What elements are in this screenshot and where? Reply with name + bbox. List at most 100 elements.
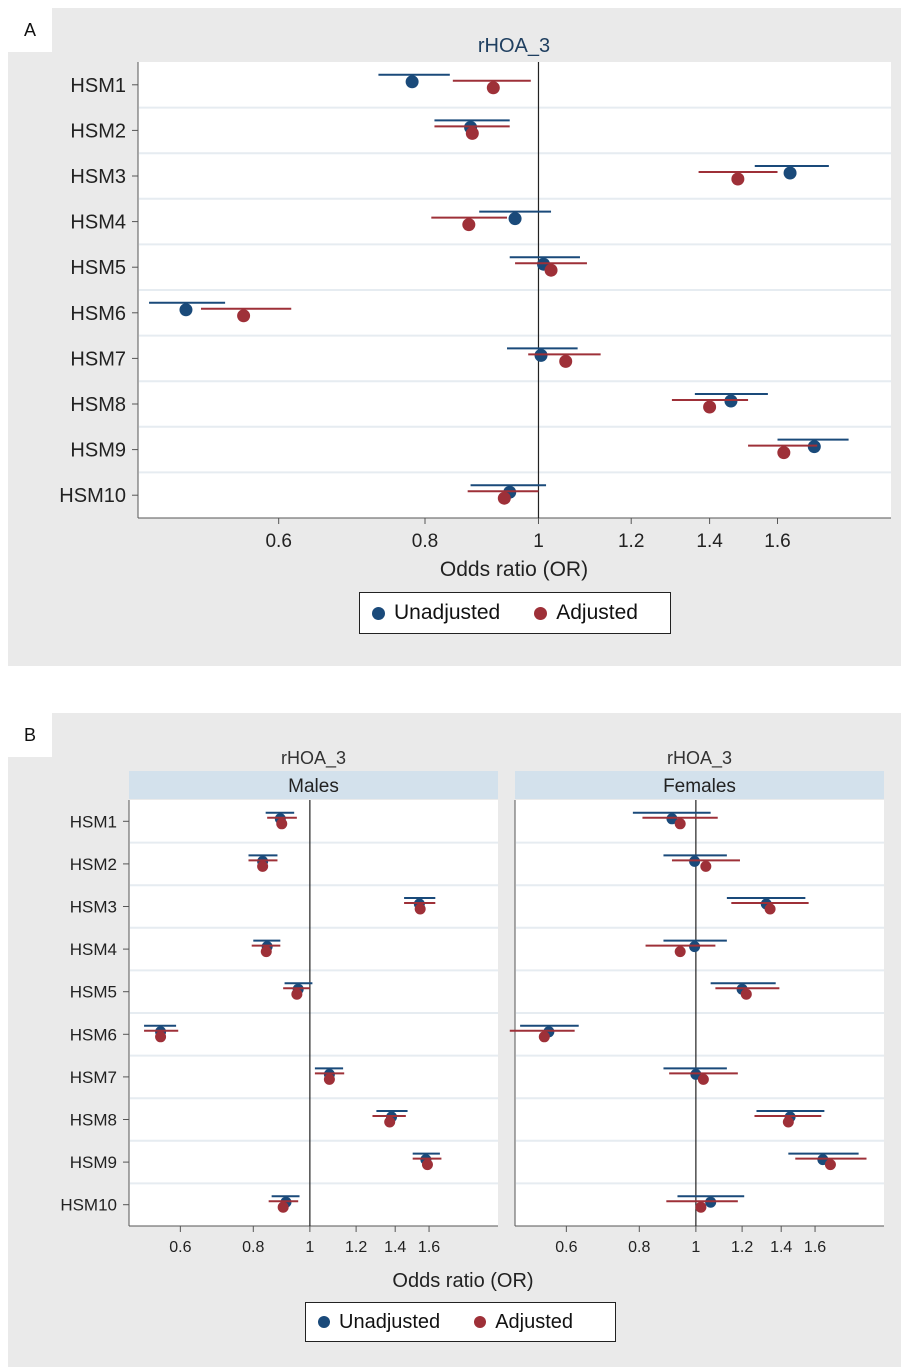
chart-b-males-point-adjusted: [260, 946, 272, 958]
chart-a-point-adjusted: [777, 446, 791, 460]
chart-a-point-adjusted: [559, 354, 573, 368]
chart-b-males-point-adjusted: [277, 1201, 289, 1213]
chart-a-point-adjusted: [462, 218, 476, 232]
chart-a-category-label: HSM6: [70, 303, 126, 325]
chart-a-category-label: HSM4: [70, 212, 126, 234]
chart-a-category-label: HSM7: [70, 348, 126, 370]
legend-marker-unadjusted: [318, 1316, 330, 1328]
chart-b-females-point-adjusted: [674, 818, 686, 830]
chart-b-females-x-tick-label: 1.4: [770, 1239, 792, 1256]
chart-a-xlabel: Odds ratio (OR): [440, 558, 588, 581]
chart-b-females-point-unadjusted: [689, 855, 701, 867]
chart-b-males-category-label: HSM7: [70, 1068, 117, 1087]
chart-b-females-point-adjusted: [740, 988, 752, 1000]
chart-a-point-adjusted: [544, 263, 558, 277]
chart-b-males-category-label: HSM6: [70, 1025, 117, 1044]
legend-item-adjusted: Adjusted: [474, 1311, 573, 1334]
chart-a-category-label: HSM8: [70, 394, 126, 416]
chart-b-females-x-tick-label: 1: [691, 1239, 700, 1256]
chart-b-females-point-adjusted: [538, 1031, 550, 1043]
chart-b-males-point-adjusted: [323, 1073, 335, 1085]
chart-b-males-category-label: HSM3: [70, 897, 117, 916]
chart-b-males-x-tick-label: 1.4: [384, 1239, 406, 1256]
chart-a-point-unadjusted: [405, 75, 419, 89]
chart-b-females-point-adjusted: [697, 1073, 709, 1085]
legend-marker-unadjusted: [372, 606, 385, 620]
panel-letter-a: A: [8, 8, 52, 52]
chart-a-x-tick-label: 0.8: [412, 531, 438, 552]
chart-b-males-point-adjusted: [384, 1116, 396, 1128]
chart-b-females-x-tick-label: 0.6: [555, 1239, 577, 1256]
chart-b-males-point-adjusted: [155, 1031, 167, 1043]
chart-b-males-x-tick-label: 0.8: [242, 1239, 264, 1256]
chart-a-x-tick-label: 1.2: [618, 531, 644, 552]
chart-b-males-point-adjusted: [421, 1159, 433, 1171]
chart-b-males-strip: [129, 771, 498, 799]
chart-b-males-category-label: HSM1: [70, 812, 117, 831]
chart-b-females-point-adjusted: [674, 946, 686, 958]
chart-b-females-x-tick-label: 1.6: [804, 1239, 826, 1256]
chart-b-males-category-label: HSM4: [70, 940, 117, 959]
chart-b-males-point-adjusted: [276, 818, 288, 830]
chart-a-x-tick-label: 0.6: [265, 531, 291, 552]
chart-a-x-tick-label: 1.6: [764, 531, 790, 552]
chart-b-males-category-label: HSM9: [70, 1153, 117, 1172]
chart-a-point-adjusted: [486, 81, 500, 95]
chart-b-females-strip: [515, 771, 884, 799]
chart-a-point-adjusted: [465, 126, 479, 140]
chart-b-females-x-tick-label: 1.2: [731, 1239, 753, 1256]
legend-label-unadjusted: Unadjusted: [394, 601, 501, 624]
chart-a-category-label: HSM5: [70, 257, 126, 279]
legend-marker-adjusted: [474, 1316, 487, 1328]
chart-a-title: rHOA_3: [478, 35, 550, 57]
chart-b-xlabel: Odds ratio (OR): [392, 1270, 533, 1292]
chart-b-males-category-label: HSM2: [70, 855, 117, 874]
chart-a-category-label: HSM9: [70, 440, 126, 462]
chart-b-females-point-adjusted: [764, 903, 776, 915]
chart-b-males-x-tick-label: 1: [305, 1239, 314, 1256]
chart-b-females-point-adjusted: [824, 1159, 836, 1171]
panel-b: rHOA_3 Males HSM1 HSM2 HSM3 HSM4 HSM5 HSM6 HSM7 H…: [8, 713, 901, 1367]
legend-item-adjusted: Adjusted: [534, 601, 638, 625]
chart-b-females-x-tick-label: 0.8: [628, 1239, 650, 1256]
chart-b-males-point-adjusted: [291, 988, 303, 1000]
chart-a-point-adjusted: [703, 400, 717, 414]
chart-a-x-tick-label: 1.4: [696, 531, 723, 552]
panel-letter-b: B: [8, 713, 52, 757]
chart-a-point-unadjusted: [179, 303, 193, 317]
legend-item-unadjusted: Unadjusted: [372, 601, 500, 625]
chart-b-males-category-label: HSM5: [70, 983, 117, 1002]
forest-plot-b: rHOA_3 Males HSM1 HSM2 HSM3 HSM4 HSM5 HSM6 HSM7 H…: [60, 748, 884, 1292]
forest-plot-a: rHOA_3 HSM1 HSM2 HSM3 HSM4 HSM5 HSM6 HSM7 HSM8 HS…: [59, 35, 891, 581]
chart-a-point-adjusted: [237, 309, 251, 323]
chart-a-category-label: HSM10: [59, 485, 126, 507]
chart-a-point-unadjusted: [508, 212, 522, 226]
legend-item-unadjusted: Unadjusted: [318, 1311, 440, 1334]
chart-b-males-x-tick-label: 0.6: [169, 1239, 191, 1256]
chart-b-males-x-tick-label: 1.2: [345, 1239, 367, 1256]
chart-a-category-label: HSM3: [70, 166, 126, 188]
chart-a-category-label: HSM1: [70, 75, 126, 97]
chart-b-males-point-adjusted: [414, 903, 426, 915]
legend-label-unadjusted: Unadjusted: [339, 1310, 441, 1333]
legend-marker-adjusted: [534, 606, 548, 620]
chart-a-point-adjusted: [731, 172, 745, 186]
chart-a-point-adjusted: [497, 491, 511, 505]
chart-b-males-title: rHOA_3: [281, 748, 346, 769]
chart-b-males-category-label: HSM8: [70, 1110, 117, 1129]
chart-b-females-strip-label: Females: [663, 776, 736, 797]
chart-a-x-tick-label: 1: [533, 531, 544, 552]
chart-b-females-title: rHOA_3: [667, 748, 732, 769]
chart-b-females-point-adjusted: [700, 860, 712, 872]
chart-b-males-point-adjusted: [257, 860, 269, 872]
chart-a-point-unadjusted: [783, 166, 797, 180]
legend-a: Unadjusted Adjusted: [359, 592, 671, 634]
chart-b-males-x-tick-label: 1.6: [418, 1239, 440, 1256]
legend-label-adjusted: Adjusted: [556, 601, 638, 624]
legend-b: Unadjusted Adjusted: [305, 1302, 616, 1342]
chart-b-males-category-label: HSM10: [60, 1196, 117, 1215]
chart-b-males-strip-label: Males: [288, 776, 339, 797]
panel-a: rHOA_3 HSM1 HSM2 HSM3 HSM4 HSM5 HSM6 HSM7 HSM8 HS…: [8, 8, 901, 666]
legend-label-adjusted: Adjusted: [495, 1310, 574, 1333]
chart-b-females-point-adjusted: [695, 1201, 707, 1213]
